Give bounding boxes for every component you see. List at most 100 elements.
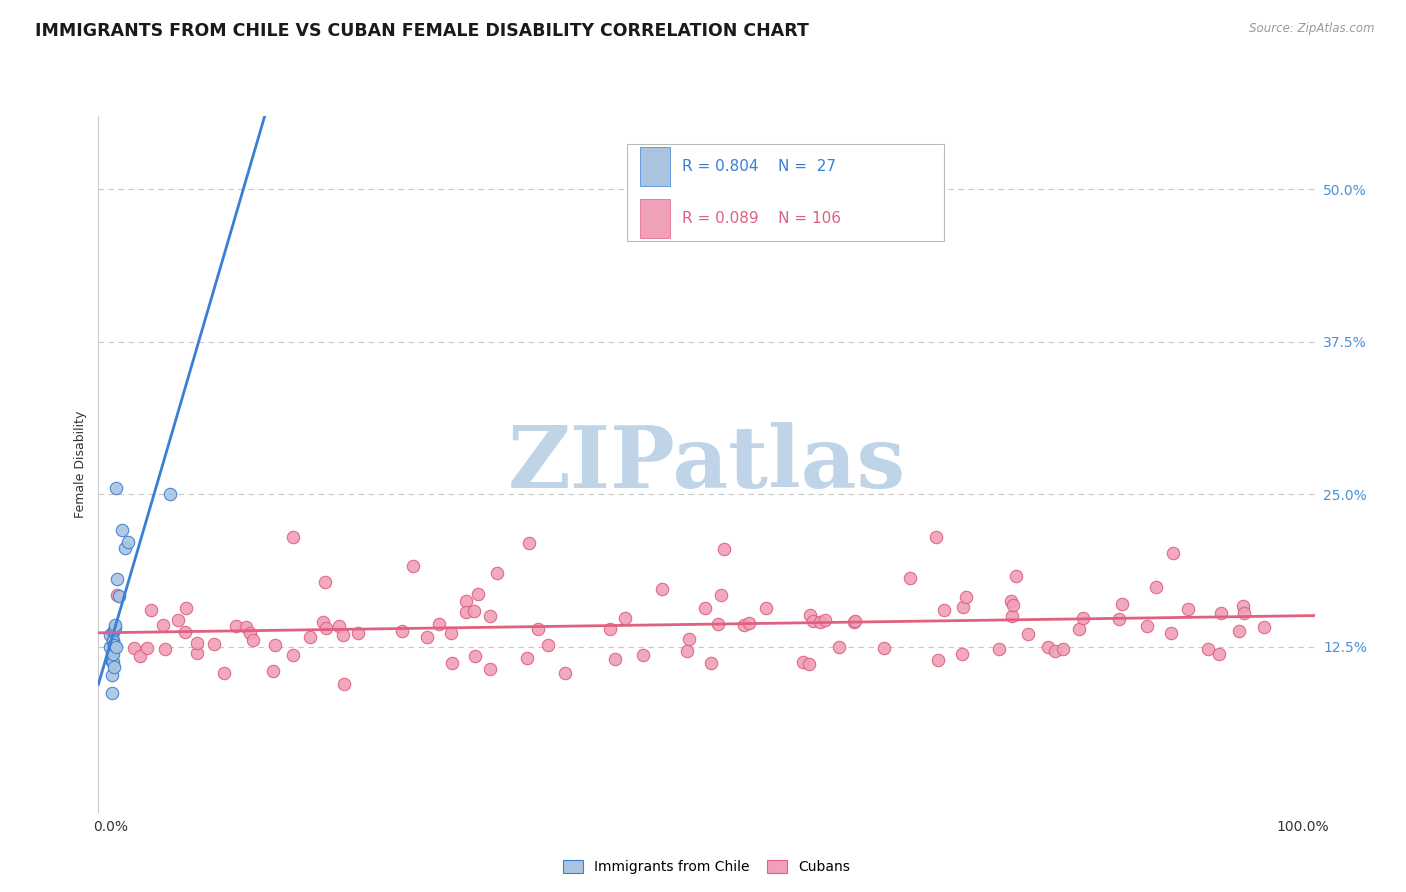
Y-axis label: Female Disability: Female Disability [75,410,87,517]
Point [1017,627,1039,641]
Point [1208,648,1230,662]
Point [391,624,413,638]
Point [1211,606,1233,620]
Point [312,615,335,629]
Point [1197,641,1219,656]
Point [332,677,354,691]
Text: R = 0.089    N = 106: R = 0.089 N = 106 [682,211,841,226]
Point [100,686,122,700]
Point [239,626,262,640]
Point [173,624,195,639]
Point [479,608,502,623]
Point [693,601,716,615]
Point [100,654,122,668]
Point [755,601,778,615]
Point [485,566,508,580]
Point [100,668,122,682]
Point [315,621,337,635]
Point [844,614,866,628]
Point [467,587,489,601]
Point [136,640,159,655]
Point [1177,602,1199,616]
Point [527,622,550,636]
Point [1111,597,1133,611]
Point [101,632,124,647]
Point [100,647,122,661]
Point [988,642,1011,657]
Point [792,655,814,669]
Point [710,588,733,602]
Point [440,625,463,640]
Point [1000,609,1022,624]
Point [281,648,304,662]
Point [1043,644,1066,658]
Point [107,572,129,586]
Point [925,530,948,544]
Point [1000,594,1022,608]
Point [129,649,152,664]
Point [124,641,146,656]
Point [1227,624,1250,639]
Point [139,603,162,617]
Point [105,588,128,602]
Point [799,607,821,622]
Point [100,653,122,667]
Point [950,647,973,661]
Point [1005,569,1028,583]
Point [827,640,849,654]
Point [463,603,485,617]
Text: R = 0.804    N =  27: R = 0.804 N = 27 [682,159,837,174]
Point [235,619,257,633]
Point [927,653,949,667]
Point [873,640,896,655]
Point [101,624,124,639]
Point [1067,622,1090,636]
Text: Source: ZipAtlas.com: Source: ZipAtlas.com [1250,22,1375,36]
Text: ZIPatlas: ZIPatlas [508,422,905,506]
Point [107,589,129,603]
Point [1001,599,1024,613]
Point [186,646,208,660]
Point [101,647,124,661]
Point [105,640,128,655]
Point [101,634,124,648]
Point [225,619,247,633]
Point [332,628,354,642]
Point [464,649,486,664]
Point [1161,546,1184,560]
Point [103,660,125,674]
Point [603,652,626,666]
Point [104,621,127,635]
Point [105,481,128,495]
Point [114,541,136,555]
Text: IMMIGRANTS FROM CHILE VS CUBAN FEMALE DISABILITY CORRELATION CHART: IMMIGRANTS FROM CHILE VS CUBAN FEMALE DI… [35,22,808,40]
Point [633,648,655,662]
Point [797,657,820,672]
Point [676,644,699,658]
Point [479,662,502,676]
Point [599,622,621,636]
Point [103,638,125,652]
Point [111,524,134,538]
Point [186,636,208,650]
Point [952,599,974,614]
Point [152,618,174,632]
Point [281,530,304,544]
Point [167,614,190,628]
Point [517,536,540,550]
Bar [640,200,671,238]
FancyBboxPatch shape [627,144,943,241]
Point [1160,626,1182,640]
Point [117,535,139,549]
Point [678,632,700,646]
Point [214,666,236,681]
Point [738,615,761,630]
Point [328,619,350,633]
Point [98,640,121,654]
Bar [640,147,671,186]
Point [801,614,824,628]
Point [707,616,730,631]
Point [427,616,450,631]
Point [1253,620,1275,634]
Point [454,594,477,608]
